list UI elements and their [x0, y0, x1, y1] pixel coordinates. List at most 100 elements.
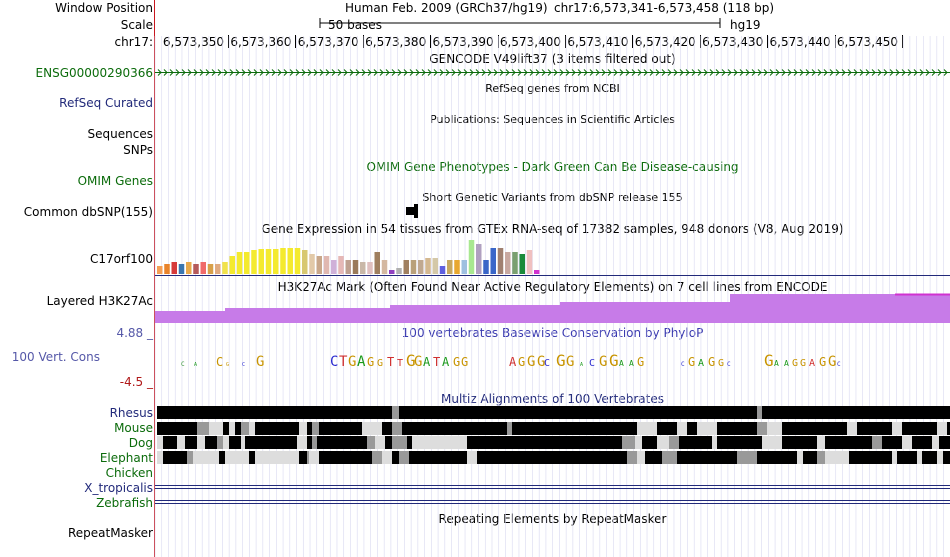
gtex-tissue-bar: [346, 260, 352, 274]
multiz-block: [939, 436, 950, 449]
gtex-tissue-bar: [244, 252, 250, 274]
multiz-block: [757, 451, 797, 464]
multiz-block: [669, 436, 679, 449]
multiz-block: [309, 451, 319, 464]
gtex-tissue-bar: [404, 260, 410, 274]
multiz-block: [697, 422, 717, 435]
multiz-block: [677, 422, 687, 435]
conservation-logo: C A C G C G C T G A G G T T GG A T A G G A G G GC G G A C G G A A G C G A G G…: [181, 351, 841, 370]
gtex-tissue-bar: [317, 256, 323, 274]
multiz-block: [197, 422, 209, 435]
gtex-tissue-bar: [360, 262, 366, 274]
cons-base-letter: C: [544, 358, 550, 369]
gtex-tissue-bar: [331, 260, 337, 274]
multiz-block: [762, 406, 950, 419]
multiz-block: [677, 451, 737, 464]
cons-base-letter: C: [589, 358, 595, 369]
gtex-tissue-bar: [302, 250, 308, 274]
cons-base-letter: A: [809, 358, 815, 369]
gtex-tissue-bar: [288, 248, 294, 274]
multiz-block: [219, 451, 225, 464]
cons-base-letter: A: [698, 358, 704, 369]
multiz-block: [467, 436, 472, 449]
cons-base-letter: A: [784, 359, 789, 368]
gtex-tissue-bar: [208, 264, 214, 274]
multiz-block: [662, 451, 677, 464]
gtex-tissue-bar: [534, 270, 540, 274]
multiz-block: [319, 422, 362, 435]
gtex-tissue-bar: [454, 260, 460, 274]
cons-base-letter: A: [619, 359, 624, 368]
gtex-tissue-bar: [411, 260, 417, 274]
cons-base-letter: G: [527, 354, 535, 370]
multiz-block: [312, 422, 319, 435]
multiz-block: [757, 422, 767, 435]
cons-base-letter: C: [181, 361, 185, 368]
multiz-block: [712, 436, 717, 449]
gtex-tissue-bar: [425, 258, 431, 274]
cons-base-letter: A: [194, 362, 197, 368]
cons-base-letter: G: [348, 354, 356, 370]
cons-base-letter: G: [800, 358, 806, 369]
gtex-tissue-bar: [447, 260, 453, 274]
cons-base-letter: T: [397, 358, 403, 369]
multiz-block: [882, 436, 902, 449]
multiz-block: [223, 436, 229, 449]
gtex-tissue-bar: [520, 254, 526, 274]
multiz-block: [922, 451, 937, 464]
multiz-block: [307, 422, 312, 435]
gtex-tissue-bar: [418, 260, 424, 274]
browser-tracks-canvas[interactable]: C A C G C G C T G A G G T T GG A T A G G A G G GC G G A C G G A A G C G A G G…: [0, 0, 950, 557]
multiz-block: [477, 451, 627, 464]
multiz-block: [297, 436, 307, 449]
multiz-block: [637, 451, 645, 464]
cons-base-letter: C: [216, 355, 223, 369]
multiz-block: [255, 451, 299, 464]
gtex-tissue-bar: [338, 256, 344, 274]
gtex-tissue-bar: [527, 250, 533, 274]
cons-base-letter: G: [461, 355, 468, 369]
cons-base-letter: A: [423, 355, 431, 369]
multiz-block: [177, 436, 185, 449]
multiz-block: [307, 436, 312, 449]
gtex-tissue-bar: [273, 249, 279, 274]
multiz-block: [932, 436, 939, 449]
multiz-block: [205, 436, 217, 449]
cons-base-letter: G: [414, 354, 422, 370]
multiz-block: [657, 436, 669, 449]
cons-base-letter: G: [708, 355, 715, 369]
multiz-block: [803, 451, 817, 464]
gtex-tissue-bar: [222, 262, 228, 274]
multiz-block: [937, 422, 947, 435]
multiz-block: [163, 436, 177, 449]
multiz-block: [392, 451, 399, 464]
multiz-block: [637, 422, 657, 435]
gtex-tissue-bar: [164, 264, 170, 274]
h3k27-level: [390, 305, 560, 323]
multiz-block: [229, 422, 235, 435]
cons-base-letter: A: [357, 354, 366, 370]
multiz-block: [402, 422, 409, 435]
multiz-block: [392, 436, 407, 449]
multiz-block: [241, 436, 245, 449]
multiz-block: [467, 451, 477, 464]
multiz-block: [409, 451, 467, 464]
gtex-tissue-bar: [469, 240, 475, 274]
multiz-block: [943, 451, 950, 464]
multiz-block: [249, 451, 255, 464]
gtex-bars: [157, 240, 540, 274]
multiz-block: [917, 451, 922, 464]
cons-base-letter: G: [518, 355, 525, 369]
cons-base-letter: G: [609, 351, 619, 370]
gtex-tissue-bar: [462, 260, 468, 274]
multiz-block: [307, 451, 309, 464]
multiz-block: [362, 422, 382, 435]
multiz-block: [872, 436, 882, 449]
gtex-tissue-bar: [237, 252, 243, 274]
multiz-block: [382, 422, 392, 435]
gtex-tissue-bar: [179, 264, 185, 274]
multiz-alignment-blocks: [157, 406, 950, 464]
multiz-block: [255, 422, 299, 435]
cons-base-letter: G: [556, 351, 566, 370]
gtex-tissue-bar: [382, 260, 388, 274]
